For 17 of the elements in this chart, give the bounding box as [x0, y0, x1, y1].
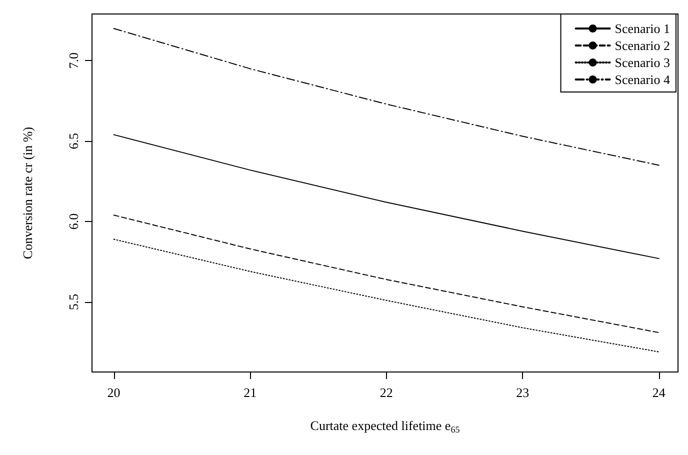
- y-tick-label: 5.5: [66, 294, 81, 310]
- x-tick-label: 23: [516, 385, 530, 400]
- legend-label: Scenario 1: [614, 21, 670, 36]
- line-series: [113, 238, 660, 352]
- line-series: [113, 214, 660, 334]
- x-tick-label: 20: [107, 385, 120, 400]
- y-tick-label: 7.0: [66, 52, 81, 69]
- x-tick-label: 21: [244, 385, 257, 400]
- legend-label: Scenario 4: [614, 72, 670, 87]
- legend-label: Scenario 2: [614, 38, 670, 53]
- y-tick-label: 6.0: [66, 213, 81, 230]
- legend-label: Scenario 3: [614, 55, 670, 70]
- x-tick-label: 24: [652, 385, 666, 400]
- x-tick-label: 22: [380, 385, 393, 400]
- y-axis-title: Conversion rate cr (in %): [20, 126, 35, 260]
- y-tick-label: 6.5: [66, 132, 81, 150]
- line-series: [113, 134, 660, 260]
